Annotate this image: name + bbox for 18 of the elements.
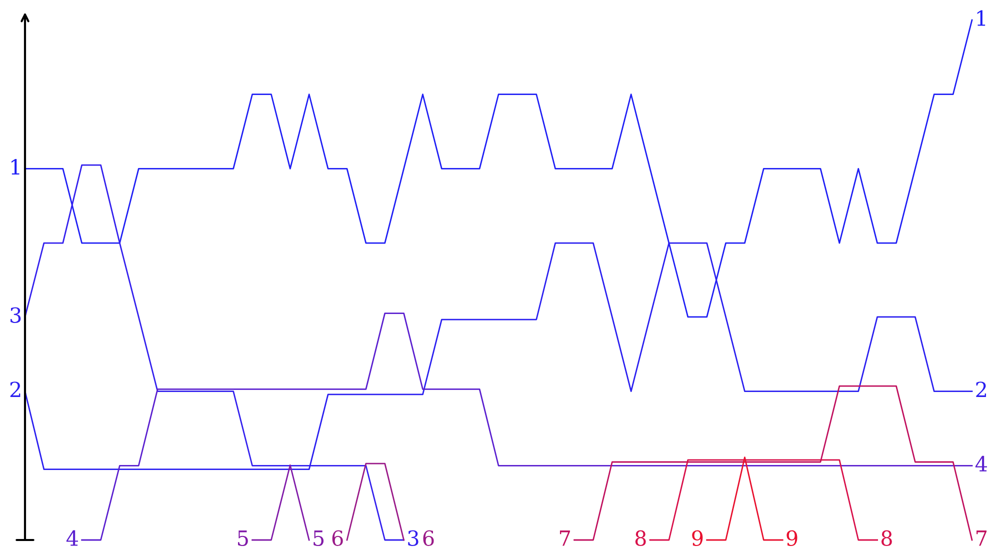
text: 2 [10, 382, 20, 398]
text: 8 [635, 530, 646, 546]
text: 5 [314, 530, 324, 546]
series-label: 6 [332, 530, 343, 546]
text: 3 [408, 530, 418, 546]
series-label: 2 [976, 382, 986, 398]
series-label: 4 [975, 456, 987, 472]
text: 6 [423, 530, 434, 546]
series-label: 8 [881, 530, 892, 546]
series-label: 9 [786, 530, 798, 546]
text: 4 [66, 530, 78, 546]
series-label: 5 [238, 530, 248, 546]
text: 7 [976, 530, 987, 546]
text: 9 [692, 530, 703, 546]
series-label: 7 [560, 530, 570, 546]
text: 1 [12, 159, 20, 174]
series-label: 1 [977, 10, 986, 26]
series-label: 3 [10, 307, 21, 323]
